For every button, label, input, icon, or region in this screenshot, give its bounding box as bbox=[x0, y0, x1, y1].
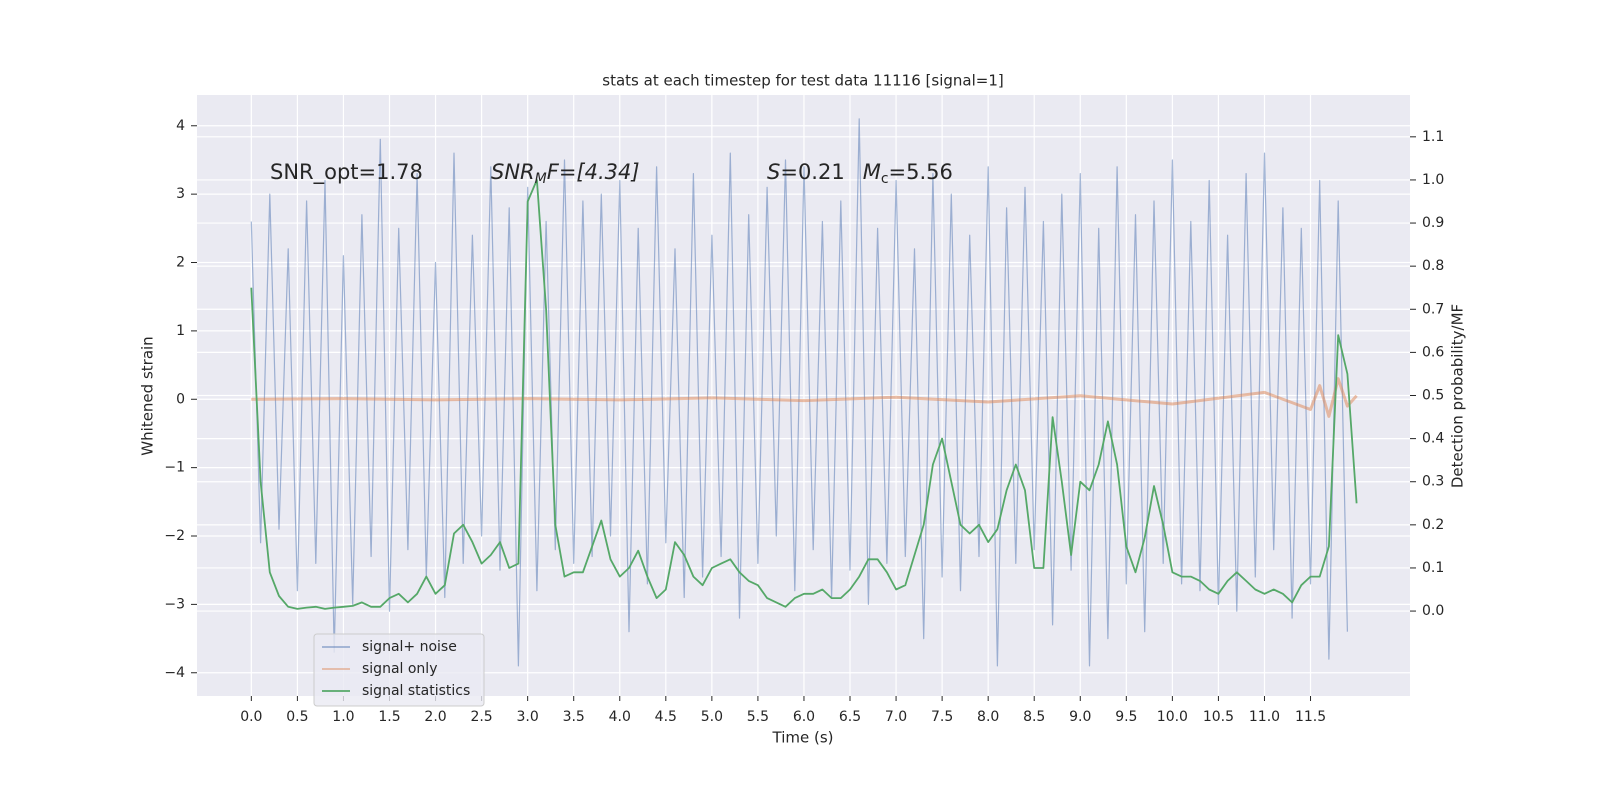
annotation-part: M bbox=[535, 171, 547, 187]
y2-tick-label: 0.0 bbox=[1422, 603, 1444, 619]
y2-tick-label: 1.0 bbox=[1422, 172, 1444, 188]
x-tick-label: 1.0 bbox=[332, 709, 354, 725]
annotations: SNR_opt=1.78 SNRMF=[4.34] S=0.21 Mc=5.56 bbox=[270, 160, 953, 187]
y-tick-label: −1 bbox=[164, 460, 185, 476]
x-axis-label: Time (s) bbox=[772, 729, 834, 747]
y-tick-label: −4 bbox=[164, 665, 185, 681]
y-tick-label: 4 bbox=[176, 118, 185, 134]
y2-tick-label: 0.3 bbox=[1422, 474, 1444, 490]
grid: 0.0 0.5 1.0 1.5 2.0 2.5 3.0 3.5 4.0 4.5 5.0 5.5 6.0 6… bbox=[164, 95, 1444, 725]
x-tick-label: 11.5 bbox=[1295, 709, 1326, 725]
x-tick-label: 2.0 bbox=[424, 709, 446, 725]
y2-tick-label: 0.7 bbox=[1422, 301, 1444, 317]
annotation: SNRMF=[4.34] bbox=[491, 160, 640, 187]
annotation-part: S bbox=[767, 160, 780, 184]
series-line bbox=[250, 179, 1358, 610]
annotation-part: c bbox=[881, 171, 889, 187]
x-tick-label: 9.0 bbox=[1069, 709, 1091, 725]
y2-axis-label: Detection probability/MF bbox=[1449, 304, 1467, 488]
x-tick-label: 3.0 bbox=[517, 709, 539, 725]
legend-label: signal statistics bbox=[362, 683, 470, 699]
annotation: SNR_opt=1.78 bbox=[270, 160, 423, 185]
x-tick-label: 0.5 bbox=[286, 709, 308, 725]
legend: signal+ noise signal only signal statistic… bbox=[313, 633, 485, 707]
annotation-part: M bbox=[863, 160, 881, 184]
x-tick-label: 7.0 bbox=[885, 709, 907, 725]
x-tick-label: 4.0 bbox=[609, 709, 631, 725]
y2-tick-label: 0.5 bbox=[1422, 388, 1444, 404]
x-tick-label: 7.5 bbox=[931, 709, 953, 725]
x-tick-label: 4.5 bbox=[655, 709, 677, 725]
annotation-part: SNR bbox=[491, 160, 535, 184]
annotation: S=0.21 Mc=5.56 bbox=[767, 160, 953, 187]
y-tick-label: 3 bbox=[176, 186, 185, 202]
x-tick-label: 8.5 bbox=[1023, 709, 1045, 725]
y-tick-label: 2 bbox=[176, 255, 185, 271]
x-tick-label: 1.5 bbox=[378, 709, 400, 725]
y-tick-label: −3 bbox=[164, 596, 185, 612]
y2-tick-label: 0.8 bbox=[1422, 258, 1444, 274]
x-tick-label: 5.5 bbox=[747, 709, 769, 725]
series-group bbox=[250, 118, 1358, 667]
series-line bbox=[250, 118, 1348, 667]
annotation-part: F=[4.34] bbox=[547, 160, 640, 184]
x-tick-label: 3.5 bbox=[563, 709, 585, 725]
y2-tick-label: 0.2 bbox=[1422, 517, 1444, 533]
legend-box bbox=[313, 633, 485, 707]
x-tick-label: 5.0 bbox=[701, 709, 723, 725]
y2-tick-label: 0.6 bbox=[1422, 344, 1444, 360]
legend-label: signal only bbox=[362, 661, 437, 677]
y-axis-label: Whitened strain bbox=[139, 336, 157, 455]
legend-label: signal+ noise bbox=[362, 639, 457, 655]
x-tick-label: 6.5 bbox=[839, 709, 861, 725]
x-tick-label: 10.0 bbox=[1157, 709, 1188, 725]
y-tick-label: −2 bbox=[164, 528, 185, 544]
x-tick-label: 6.0 bbox=[793, 709, 815, 725]
chart-title: stats at each timestep for test data 111… bbox=[602, 72, 1003, 90]
y2-tick-label: 0.4 bbox=[1422, 431, 1444, 447]
x-tick-label: 9.5 bbox=[1115, 709, 1137, 725]
x-tick-label: 2.5 bbox=[470, 709, 492, 725]
annotation-part: =0.21 bbox=[780, 160, 844, 184]
series-line bbox=[251, 377, 1358, 418]
x-tick-label: 0.0 bbox=[240, 709, 262, 725]
y-tick-label: 0 bbox=[176, 391, 185, 407]
x-tick-label: 8.0 bbox=[977, 709, 999, 725]
x-tick-label: 10.5 bbox=[1203, 709, 1234, 725]
y2-tick-label: 1.1 bbox=[1422, 129, 1444, 145]
y-tick-label: 1 bbox=[176, 323, 185, 339]
x-tick-label: 11.0 bbox=[1249, 709, 1280, 725]
annotation-part: =5.56 bbox=[889, 160, 953, 184]
y2-tick-label: 0.1 bbox=[1422, 560, 1444, 576]
y2-tick-label: 0.9 bbox=[1422, 215, 1444, 231]
